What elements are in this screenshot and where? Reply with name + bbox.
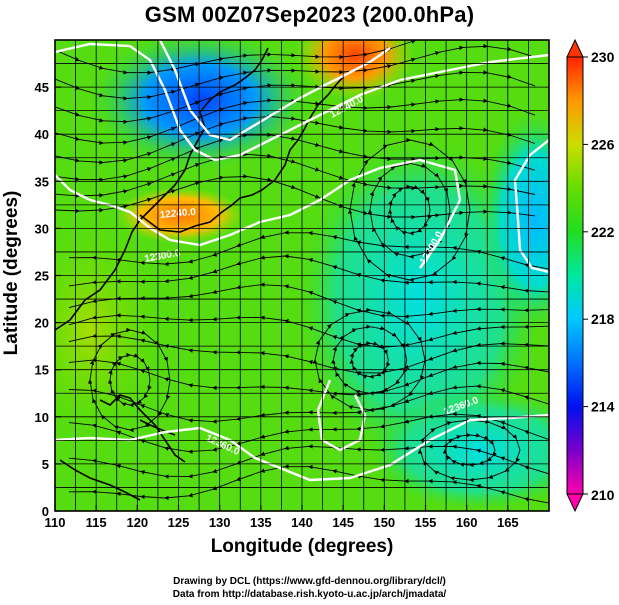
y-axis-ticks: 0 5 10 15 20 25 30 35 40 45 [35, 80, 61, 519]
x-tick-label: 125 [168, 515, 190, 530]
streamline [417, 417, 521, 483]
streamline [347, 137, 471, 283]
x-tick-label: 135 [250, 515, 272, 530]
credit-drawing: Drawing by DCL (https://www.gfd-dennou.o… [173, 576, 446, 587]
colorbar-scale [566, 56, 584, 495]
x-tick-label: 150 [373, 515, 395, 530]
streamline [68, 464, 549, 504]
y-tick-label: 0 [42, 504, 49, 519]
x-tick-label: 155 [415, 515, 437, 530]
streamline [68, 313, 549, 350]
x-axis-ticks: 110 115 120 125 130 135 140 145 150 155 160 165 [45, 505, 519, 530]
streamline [68, 282, 549, 319]
x-tick-label: 110 [45, 515, 66, 530]
colorbar: 230 226 222 218 214 210 [566, 38, 615, 513]
credit-data: Data from http://database.rish.kyoto-u.a… [172, 589, 447, 600]
x-tick-label: 145 [332, 515, 354, 530]
y-tick-label: 35 [35, 174, 49, 189]
contour-label: 12240.0 [159, 207, 196, 221]
temperature-field [55, 40, 549, 511]
x-tick-label: 130 [209, 515, 231, 530]
y-tick-label: 25 [35, 269, 49, 284]
y-tick-label: 20 [35, 316, 49, 331]
colorbar-tick-label: 222 [591, 224, 615, 240]
x-tick-label: 160 [456, 515, 478, 530]
colorbar-tick-label: 230 [591, 49, 615, 65]
colorbar-tick-label: 226 [591, 136, 615, 152]
colorbar-top-arrow [566, 38, 584, 58]
x-axis-label: Longitude (degrees) [210, 536, 394, 557]
streamline [312, 307, 426, 413]
y-tick-label: 10 [35, 410, 49, 425]
colorbar-tick-label: 218 [591, 311, 615, 327]
streamline [68, 411, 549, 455]
y-axis-label: Latitude (degrees) [1, 190, 22, 356]
lat-lon-grid [55, 40, 549, 511]
colorbar-tick-label: 210 [591, 487, 615, 503]
x-tick-label: 120 [126, 515, 148, 530]
streamline [87, 327, 171, 433]
y-tick-label: 15 [35, 363, 49, 378]
x-tick-label: 140 [291, 515, 313, 530]
y-tick-label: 5 [42, 457, 49, 472]
y-tick-label: 45 [35, 80, 49, 95]
x-tick-label: 165 [497, 515, 519, 530]
y-tick-label: 30 [35, 221, 49, 236]
colorbar-tick-label: 214 [591, 399, 615, 415]
y-tick-label: 40 [35, 127, 49, 142]
x-tick-label: 115 [86, 515, 107, 530]
chart-title: GSM 00Z07Sep2023 (200.0hPa) [144, 2, 475, 27]
colorbar-bottom-arrow [566, 493, 584, 513]
